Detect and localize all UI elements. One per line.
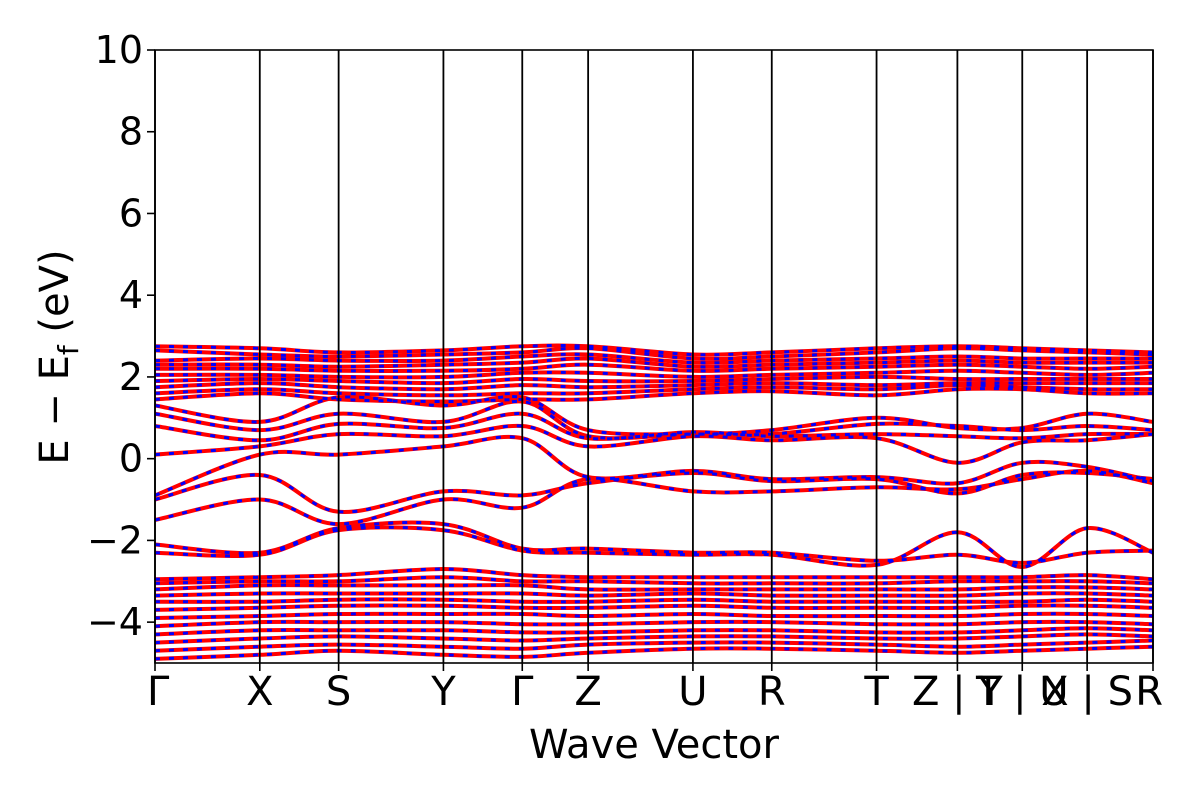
y-tick-label: 0 bbox=[119, 437, 143, 481]
band-line-spin-down bbox=[155, 399, 1153, 440]
y-axis-title-main: E − E bbox=[32, 355, 78, 465]
y-tick-label: 10 bbox=[95, 28, 143, 72]
band-line-spin-up bbox=[155, 619, 1153, 629]
band-line-spin-up bbox=[155, 566, 1153, 582]
x-tick-label: T | U bbox=[975, 669, 1069, 715]
y-tick-label: 2 bbox=[119, 355, 143, 399]
x-tick-label: Y bbox=[430, 669, 456, 715]
band-line-spin-up bbox=[155, 597, 1153, 604]
x-tick-label: X bbox=[246, 669, 273, 715]
x-tick-label: R bbox=[1135, 669, 1163, 715]
band-line-spin-up bbox=[155, 626, 1153, 637]
plot-frame bbox=[154, 49, 1154, 664]
band-line-spin-down bbox=[155, 412, 1153, 442]
band-line-spin-up bbox=[155, 644, 1153, 661]
y-axis-ticks: −4 −2 0 2 4 6 8 10 bbox=[87, 28, 155, 644]
band-line-spin-down bbox=[155, 435, 1153, 497]
band-line-spin-up bbox=[155, 470, 1153, 514]
y-tick-label: −4 bbox=[87, 600, 143, 644]
band-line-spin-up bbox=[155, 520, 1153, 565]
x-tick-label: X | S bbox=[1041, 669, 1133, 715]
y-axis-title-unit: (eV) bbox=[32, 249, 78, 345]
band-line-spin-down bbox=[155, 525, 1153, 569]
x-tick-label: Γ bbox=[511, 669, 534, 715]
band-lines bbox=[155, 343, 1153, 661]
y-tick-label: 4 bbox=[119, 273, 143, 317]
x-tick-label: Z | Y bbox=[912, 669, 1003, 715]
band-line-spin-up bbox=[155, 603, 1153, 612]
y-tick-label: −2 bbox=[87, 518, 143, 562]
y-axis-title-subscript: f bbox=[52, 344, 85, 355]
x-tick-label: T bbox=[863, 669, 889, 715]
x-tick-label: S bbox=[326, 669, 351, 715]
y-axis-title: E − Ef (eV) bbox=[32, 249, 85, 464]
x-axis-title: Wave Vector bbox=[529, 722, 780, 768]
y-tick-label: 6 bbox=[119, 191, 143, 235]
x-tick-label: U bbox=[678, 669, 707, 715]
band-line-spin-up bbox=[155, 583, 1153, 592]
x-tick-label: Z bbox=[574, 669, 601, 715]
x-tick-label: R bbox=[758, 669, 786, 715]
band-line-spin-down bbox=[155, 521, 1153, 565]
band-line-spin-up bbox=[155, 468, 1153, 527]
y-tick-label: 8 bbox=[119, 110, 143, 154]
band-line-spin-up bbox=[155, 591, 1153, 598]
band-line-spin-down bbox=[155, 470, 1153, 514]
x-tick-label: Γ bbox=[147, 669, 170, 715]
band-line-spin-up bbox=[155, 611, 1153, 620]
